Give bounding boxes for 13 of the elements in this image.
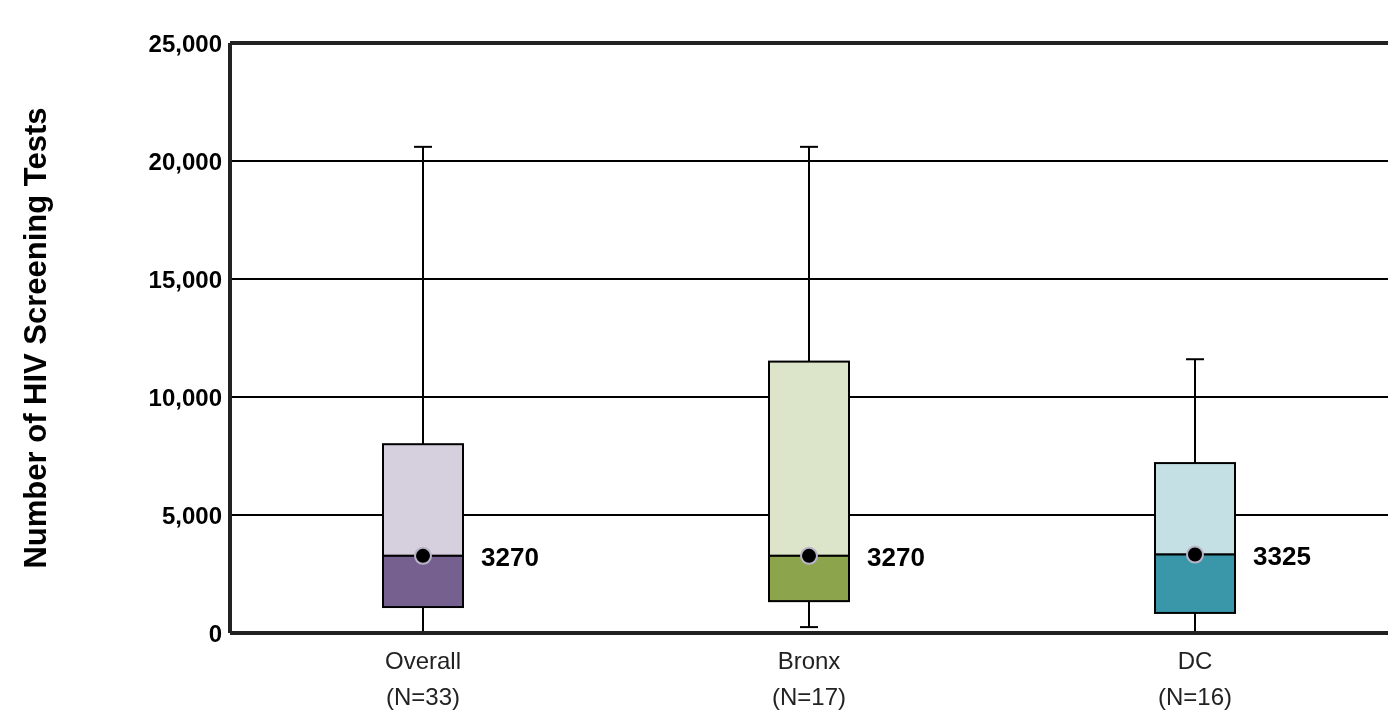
x-tick-label: Overall (N=33) (384, 647, 462, 710)
y-tick-label: 0 (208, 619, 222, 647)
y-tick-label: 5,000 (161, 501, 222, 529)
text: 3325 (1253, 540, 1311, 571)
text: 3270 (867, 541, 925, 572)
y-axis-title: Number of HIV Screening Tests (18, 107, 54, 569)
text: 3270 (481, 541, 539, 572)
y-tick-label: 25,000 (148, 29, 222, 57)
x-tick-label: Bronx (N=17) (771, 647, 847, 710)
y-tick-label: 20,000 (148, 147, 222, 175)
y-tick-label: 10,000 (148, 383, 222, 411)
x-tick-label: DC (N=16) (1157, 647, 1233, 710)
y-tick-label: 15,000 (148, 265, 222, 293)
